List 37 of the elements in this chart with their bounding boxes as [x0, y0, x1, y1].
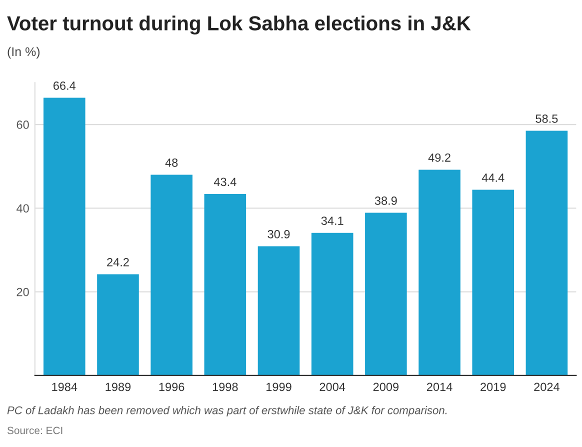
data-label: 58.5 — [536, 114, 558, 123]
bar — [311, 232, 354, 376]
x-tick-label: 1984 — [52, 382, 78, 392]
y-tick-label: 60 — [16, 120, 29, 129]
data-label: 66.4 — [54, 82, 76, 90]
y-tick-label: 20 — [16, 288, 29, 296]
data-label: 38.9 — [374, 196, 397, 205]
x-tick-label: 2009 — [373, 382, 399, 392]
bar — [472, 190, 514, 376]
bar — [97, 274, 139, 376]
data-label: 48 — [165, 158, 178, 167]
data-label: 44.4 — [482, 174, 504, 182]
x-tick-label: 1998 — [212, 382, 238, 392]
bar — [418, 170, 460, 376]
data-label: 34.1 — [321, 216, 344, 225]
x-tick-label: 2004 — [320, 382, 346, 392]
data-label: 24.2 — [107, 258, 129, 266]
data-label: 43.4 — [214, 178, 236, 186]
bar — [526, 130, 568, 376]
data-label: 30.9 — [268, 230, 290, 238]
source-note: Source: ECI — [7, 426, 62, 434]
bar — [150, 174, 192, 376]
chart-subtitle: (In %) — [8, 46, 40, 59]
bar — [365, 212, 407, 376]
x-tick-label: 1999 — [266, 382, 292, 392]
chart-title: Voter turnout during Lok Sabha elections in J&K — [7, 16, 471, 35]
x-tick-label: 1996 — [159, 382, 184, 392]
x-tick-label: 2019 — [480, 382, 506, 392]
y-tick-label: 40 — [16, 204, 29, 213]
bar — [43, 98, 86, 376]
bar — [258, 246, 300, 376]
x-tick-label: 2014 — [426, 382, 452, 392]
bar — [204, 194, 246, 376]
text: PC of Ladakh has been removed which was part of erstwhile state of J&K for comparison. — [7, 406, 447, 416]
x-tick-label: 2024 — [534, 382, 560, 392]
data-label: 49.2 — [428, 153, 450, 162]
x-tick-label: 1989 — [106, 382, 131, 392]
